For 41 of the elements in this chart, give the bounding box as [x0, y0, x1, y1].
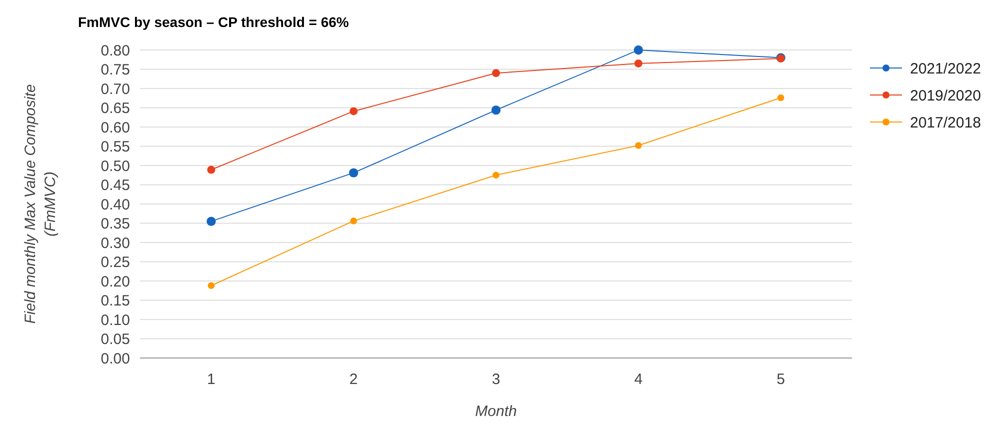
y-tick-label: 0.60	[100, 119, 130, 136]
y-tick-label: 0.75	[100, 62, 130, 78]
y-tick-label: 0.30	[100, 234, 130, 252]
point	[349, 168, 358, 178]
point	[350, 218, 357, 224]
y-tick-label: 0.05	[100, 331, 130, 348]
y-tick-label: 0.15	[100, 292, 130, 310]
point	[777, 94, 784, 102]
y-tick-label: 0.00	[100, 350, 130, 368]
y-tick-label: 0.35	[100, 216, 130, 232]
point	[208, 282, 215, 290]
x-axis-title: Month	[475, 403, 517, 420]
y-tick-label: 0.55	[100, 138, 130, 156]
y-tick-label: 0.40	[100, 196, 130, 214]
point	[206, 216, 216, 226]
x-tick-label: 1	[207, 371, 216, 388]
legend-label: 2021/2022	[910, 60, 981, 78]
legend-label: 2019/2020	[910, 87, 981, 104]
chart-title: FmMVC by season – CP threshold = 66%	[78, 14, 350, 30]
x-tick-label: 4	[634, 371, 643, 388]
y-axis-title: Field monthly Max Value Composite (FmMVC)	[22, 84, 59, 324]
point	[492, 172, 500, 179]
y-tick-label: 0.70	[100, 80, 130, 98]
y-tick-label: 0.25	[100, 254, 130, 271]
legend-label: 2017/2018	[910, 114, 981, 132]
point	[635, 142, 642, 149]
point	[634, 59, 642, 68]
x-tick-label: 5	[776, 371, 785, 388]
point	[350, 107, 358, 116]
point	[491, 105, 501, 115]
y-tick-label: 0.80	[100, 42, 130, 60]
y-tick-label: 0.65	[100, 100, 130, 117]
y-tick-label: 0.20	[100, 273, 130, 290]
point	[207, 166, 216, 174]
x-tick-label: 3	[492, 371, 500, 388]
y-tick-label: 0.45	[100, 177, 130, 194]
y-tick-label: 0.50	[100, 158, 130, 175]
point	[492, 69, 500, 78]
x-tick-label: 2	[349, 371, 358, 388]
point	[634, 45, 643, 55]
y-tick-label: 0.10	[100, 312, 130, 329]
